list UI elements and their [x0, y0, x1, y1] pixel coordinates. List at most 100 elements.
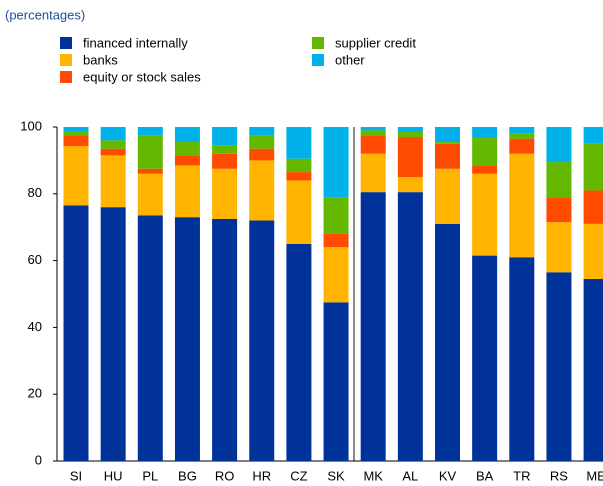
bar-segment: [286, 172, 312, 181]
bar-segment: [397, 132, 423, 138]
bar-segment: [472, 165, 498, 174]
legend-swatch: [60, 71, 72, 83]
bar-segment: [360, 135, 386, 154]
bar-segment: [63, 146, 89, 206]
bar-segment: [435, 143, 460, 169]
bar-segment: [546, 222, 572, 273]
bar-segment: [546, 162, 572, 198]
bar-segment: [509, 133, 535, 139]
bar-segment: [63, 205, 89, 461]
y-tick-label: 60: [28, 252, 42, 267]
bar-segment: [360, 127, 386, 131]
bar-segment: [397, 177, 423, 193]
bar-segment: [100, 140, 126, 149]
legend-label: supplier credit: [335, 35, 416, 50]
bar-segment: [100, 148, 126, 156]
bar-segment: [472, 137, 498, 166]
x-tick-label: SK: [327, 468, 345, 483]
x-tick-label: SI: [70, 468, 82, 483]
bar-segment: [323, 197, 349, 234]
bar-segment: [174, 155, 200, 166]
bar-segment: [323, 233, 349, 248]
bar-segment: [286, 180, 312, 244]
bar-segment: [174, 165, 200, 218]
bar-segment: [546, 197, 572, 223]
bar-segment: [509, 153, 535, 258]
bar-segment: [472, 173, 498, 256]
bar-segment: [249, 148, 275, 161]
bar-segment: [137, 173, 163, 216]
bar-segment: [212, 168, 238, 219]
bar-segment: [100, 127, 126, 141]
bar-segment: [397, 127, 423, 133]
bar-segment: [472, 127, 498, 138]
bar-segment: [212, 153, 238, 169]
chart-subtitle: (percentages): [5, 7, 85, 22]
x-tick-label: AL: [402, 468, 418, 483]
bar-segment: [435, 127, 460, 143]
x-tick-label: TR: [513, 468, 530, 483]
bar-segment: [583, 190, 603, 224]
x-tick-label: HU: [104, 468, 123, 483]
legend-swatch: [60, 37, 72, 49]
bar-segment: [137, 135, 163, 169]
y-tick-label: 100: [20, 118, 42, 133]
bar-segment: [435, 168, 460, 224]
bar-segment: [546, 272, 572, 461]
bar-segment: [212, 145, 238, 154]
bar-segment: [286, 158, 312, 173]
bar-segment: [509, 127, 535, 134]
y-tick-label: 40: [28, 319, 42, 334]
bar-segment: [63, 127, 89, 132]
bar-segment: [100, 155, 126, 208]
bar-segment: [137, 168, 163, 174]
bar-segment: [286, 243, 312, 461]
x-tick-label: MK: [363, 468, 383, 483]
bar-segment: [360, 153, 386, 193]
y-tick-label: 0: [35, 452, 42, 467]
bar-segment: [583, 143, 603, 191]
bar-segment: [546, 127, 572, 163]
x-tick-label: CZ: [290, 468, 307, 483]
bar-segment: [212, 218, 238, 461]
bar-segment: [435, 142, 460, 144]
bar-segment: [174, 142, 200, 156]
bar-segment: [249, 135, 275, 149]
bar-segment: [249, 220, 275, 461]
bar-segment: [583, 127, 603, 144]
y-tick-label: 20: [28, 386, 42, 401]
bar-segment: [397, 137, 423, 178]
bar-segment: [174, 217, 200, 461]
legend-label: equity or stock sales: [83, 69, 201, 84]
bar-segment: [249, 160, 275, 221]
legend-swatch: [312, 37, 324, 49]
legend-swatch: [60, 54, 72, 66]
bar-segment: [323, 247, 349, 303]
bar-segment: [286, 127, 312, 159]
bar-segment: [100, 207, 126, 461]
x-tick-label: BA: [476, 468, 494, 483]
bar-segment: [509, 257, 535, 461]
bar-segment: [174, 127, 200, 143]
bar-segment: [323, 127, 349, 198]
bar-segment: [212, 127, 238, 146]
y-tick-label: 80: [28, 185, 42, 200]
bar-segment: [360, 192, 386, 461]
x-tick-label: HR: [252, 468, 271, 483]
bar-segment: [323, 302, 349, 461]
x-tick-label: RS: [550, 468, 568, 483]
bar-segment: [435, 223, 460, 461]
bar-segment: [249, 127, 275, 136]
bar-segment: [137, 127, 163, 136]
x-tick-label: RO: [215, 468, 235, 483]
bar-segment: [583, 278, 603, 461]
legend-label: banks: [83, 52, 118, 67]
legend-label: financed internally: [83, 35, 188, 50]
bar-segment: [63, 136, 89, 147]
bar-segment: [63, 131, 89, 137]
legend-swatch: [312, 54, 324, 66]
bar-segment: [397, 192, 423, 461]
bar-segment: [583, 223, 603, 279]
x-tick-label: PL: [142, 468, 158, 483]
